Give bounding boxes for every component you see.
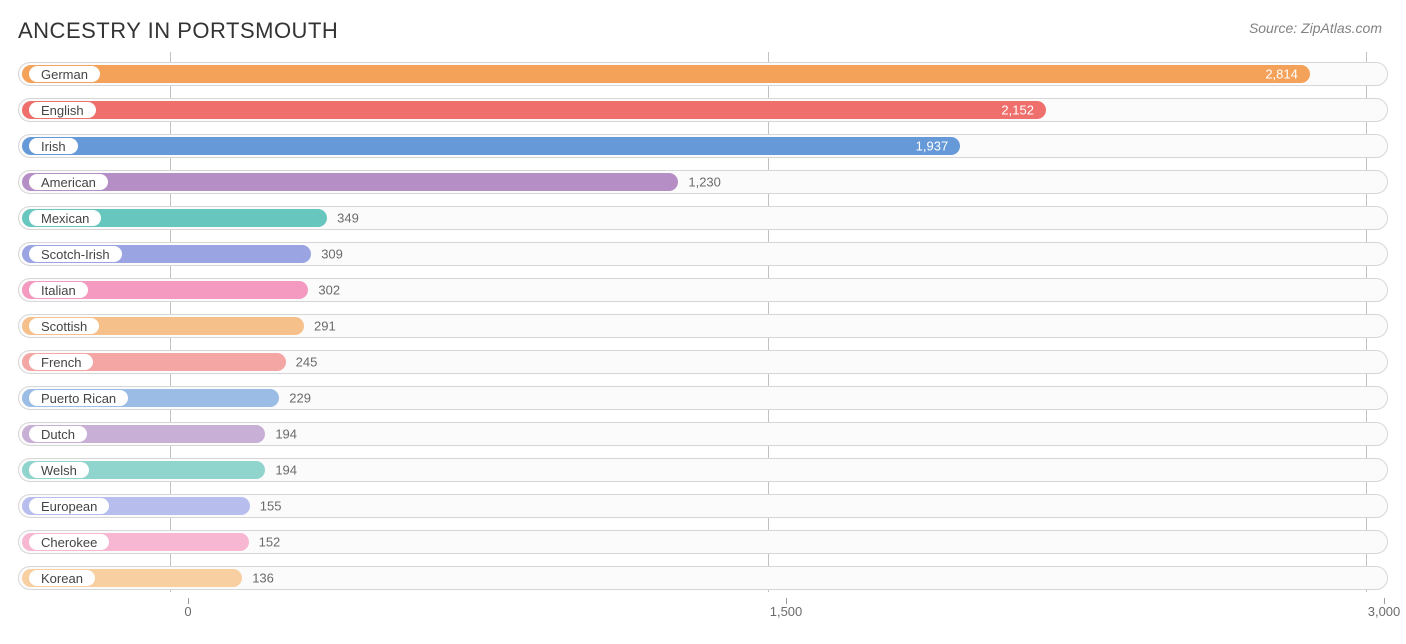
- bar-value-label: 194: [275, 427, 297, 442]
- chart-source: Source: ZipAtlas.com: [1249, 18, 1382, 36]
- bar-value-label: 349: [337, 211, 359, 226]
- bar-row: German 2,814: [18, 58, 1388, 90]
- bar-row: Dutch 194: [18, 418, 1388, 450]
- bar-category-pill: German: [28, 65, 101, 83]
- bar-category-pill: French: [28, 353, 94, 371]
- bar-row: Korean 136: [18, 562, 1388, 594]
- bar-value-label: 245: [296, 355, 318, 370]
- bar-value-label: 229: [289, 391, 311, 406]
- bar-row: French 245: [18, 346, 1388, 378]
- bar-category-pill: Puerto Rican: [28, 389, 129, 407]
- bar-category-pill: American: [28, 173, 109, 191]
- bar-row: Italian 302: [18, 274, 1388, 306]
- bar-value-label: 152: [259, 535, 281, 550]
- bar-value-label: 2,152: [1001, 103, 1034, 118]
- chart-title: ANCESTRY IN PORTSMOUTH: [18, 18, 338, 44]
- bar-row: English 2,152: [18, 94, 1388, 126]
- bar-row: Puerto Rican 229: [18, 382, 1388, 414]
- bar-value-label: 291: [314, 319, 336, 334]
- bar-row: American 1,230: [18, 166, 1388, 198]
- bar-value-label: 136: [252, 571, 274, 586]
- bar: [22, 173, 678, 191]
- bar-value-label: 302: [318, 283, 340, 298]
- axis-tick-label: 1,500: [770, 604, 803, 619]
- bar-category-pill: Welsh: [28, 461, 90, 479]
- bar-value-label: 1,937: [916, 139, 949, 154]
- bar-category-pill: Korean: [28, 569, 96, 587]
- bar-value-label: 1,230: [688, 175, 721, 190]
- bar: [22, 101, 1046, 119]
- bar-category-pill: Dutch: [28, 425, 88, 443]
- bar-value-label: 2,814: [1265, 67, 1298, 82]
- bar: [22, 65, 1310, 83]
- bar-row: Scottish 291: [18, 310, 1388, 342]
- bar-value-label: 194: [275, 463, 297, 478]
- bar: [22, 137, 960, 155]
- bar-row: European 155: [18, 490, 1388, 522]
- bar-row: Irish 1,937: [18, 130, 1388, 162]
- bar-category-pill: English: [28, 101, 97, 119]
- bar-row: Cherokee 152: [18, 526, 1388, 558]
- bar-value-label: 309: [321, 247, 343, 262]
- bar-row: Scotch-Irish 309: [18, 238, 1388, 270]
- bar-row: Mexican 349: [18, 202, 1388, 234]
- chart-area: German 2,814 English 2,152 Irish 1,937 America…: [0, 52, 1406, 626]
- x-axis: 01,5003,000: [18, 598, 1388, 626]
- bar-category-pill: Mexican: [28, 209, 102, 227]
- bar-category-pill: Scottish: [28, 317, 100, 335]
- axis-tick-label: 3,000: [1368, 604, 1401, 619]
- bar-category-pill: European: [28, 497, 110, 515]
- axis-tick-label: 0: [184, 604, 191, 619]
- bar-row: Welsh 194: [18, 454, 1388, 486]
- bar-category-pill: Scotch-Irish: [28, 245, 123, 263]
- chart-header: ANCESTRY IN PORTSMOUTH Source: ZipAtlas.…: [0, 0, 1406, 52]
- bar-category-pill: Irish: [28, 137, 79, 155]
- bar-category-pill: Cherokee: [28, 533, 110, 551]
- bar-category-pill: Italian: [28, 281, 89, 299]
- bar-value-label: 155: [260, 499, 282, 514]
